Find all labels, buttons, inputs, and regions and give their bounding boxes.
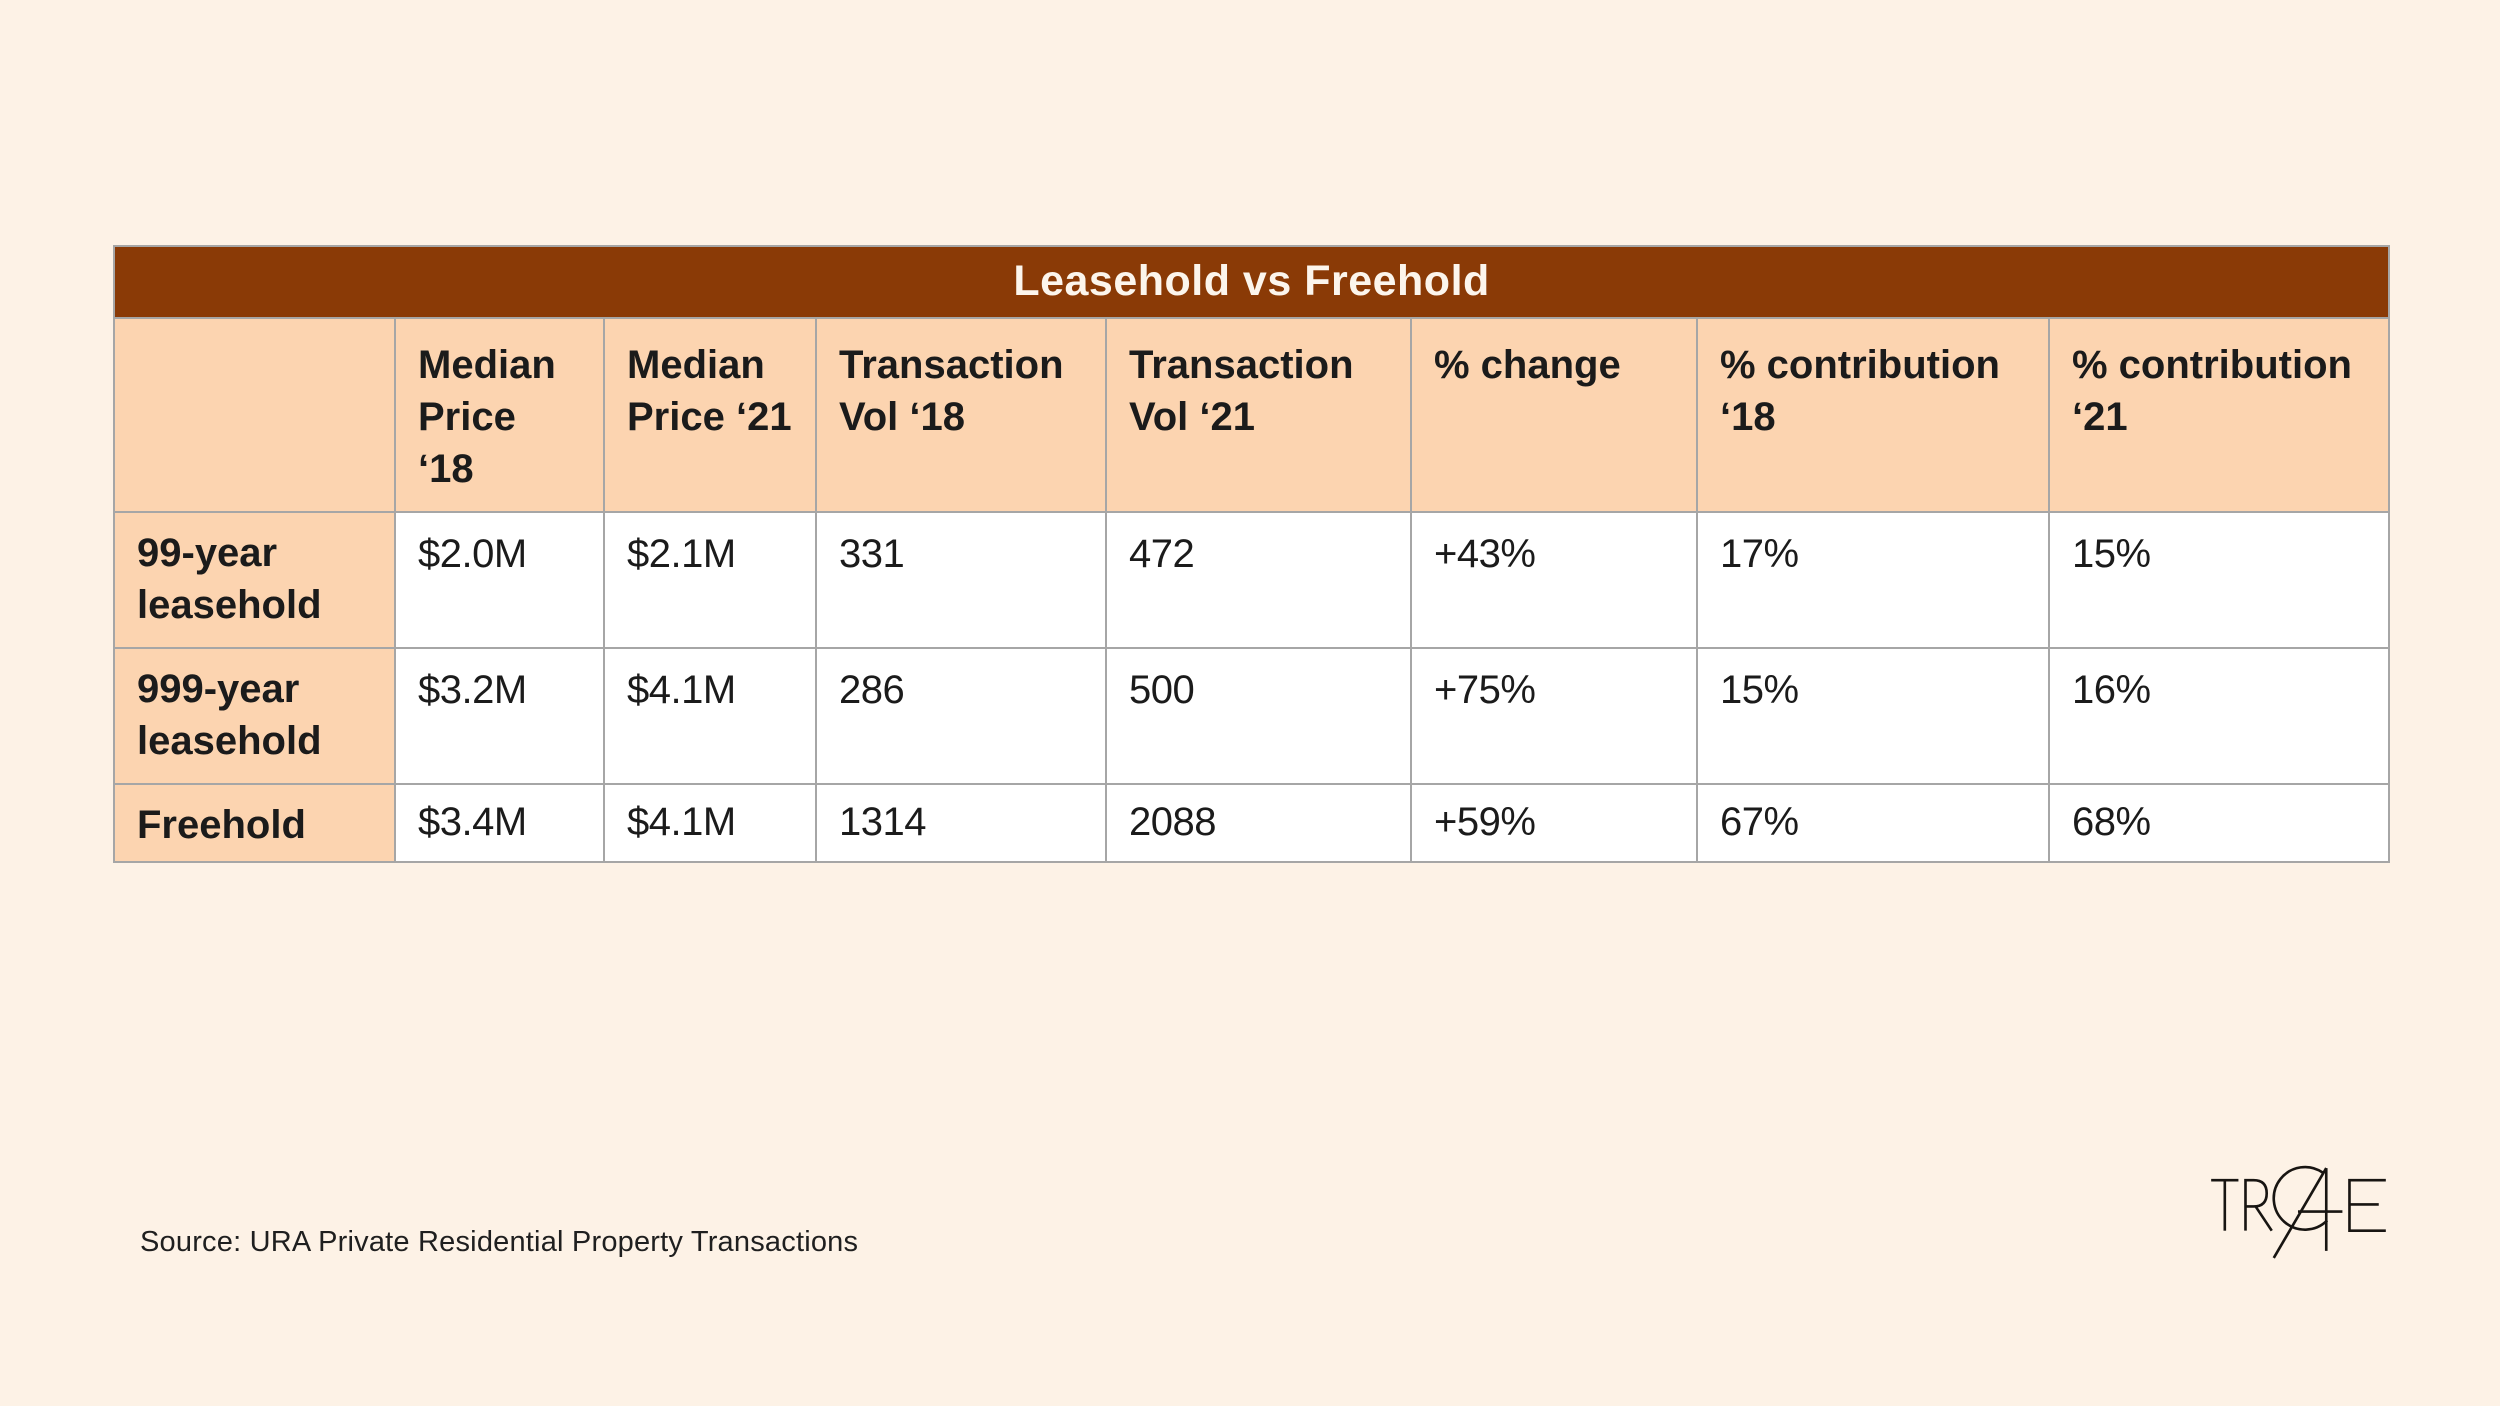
column-header-transaction-vol-18: Transaction Vol ‘18 [815, 317, 1107, 513]
table-row-99-year-leasehold: 99-year leasehold $2.0M $2.1M 331 472 +4… [113, 511, 2391, 649]
table-cell: 67% [1696, 783, 2050, 863]
table-cell: 15% [1696, 647, 2050, 785]
table-header-row: Median Price ‘18 Median Price ‘21 Transa… [113, 317, 2391, 513]
column-header-pct-change: % change [1410, 317, 1698, 513]
table-title-row: Leasehold vs Freehold [112, 245, 2391, 319]
table-cell: 15% [2047, 511, 2391, 649]
table-cell: +75% [1410, 647, 1698, 785]
table-row-freehold: Freehold $3.4M $4.1M 1314 2088 +59% 67% … [113, 783, 2391, 863]
column-header-median-price-21: Median Price ‘21 [603, 317, 817, 513]
table-cell: 17% [1696, 511, 2050, 649]
table-cell: +59% [1410, 783, 1698, 863]
column-header-pct-contribution-21: % contribution ‘21 [2047, 317, 2391, 513]
table-cell: $2.0M [394, 511, 605, 649]
table-cell: 1314 [815, 783, 1107, 863]
trace-logo-icon [2208, 1158, 2390, 1264]
leasehold-vs-freehold-table: Leasehold vs Freehold Median Price ‘18 M… [112, 245, 2391, 863]
source-note: Source: URA Private Residential Property… [140, 1226, 859, 1258]
table-cell: $2.1M [603, 511, 817, 649]
table-cell: +43% [1410, 511, 1698, 649]
column-header-median-price-18: Median Price ‘18 [394, 317, 605, 513]
table-cell: 331 [815, 511, 1107, 649]
table-cell: $3.2M [394, 647, 605, 785]
table-cell: 500 [1105, 647, 1412, 785]
table-cell: 2088 [1105, 783, 1412, 863]
row-label-99-year-leasehold: 99-year leasehold [113, 511, 396, 649]
table-cell: 472 [1105, 511, 1412, 649]
table-cell: $4.1M [603, 783, 817, 863]
table-cell: 286 [815, 647, 1107, 785]
column-header-transaction-vol-21: Transaction Vol ‘21 [1105, 317, 1412, 513]
table-row-999-year-leasehold: 999-year leasehold $3.2M $4.1M 286 500 +… [113, 647, 2391, 785]
table-cell: 68% [2047, 783, 2391, 863]
table-cell: 16% [2047, 647, 2391, 785]
column-header-pct-contribution-18: % contribution ‘18 [1696, 317, 2050, 513]
row-label-999-year-leasehold: 999-year leasehold [113, 647, 396, 785]
column-header-blank [113, 317, 396, 513]
table-cell: $3.4M [394, 783, 605, 863]
row-label-freehold: Freehold [113, 783, 396, 863]
table-title: Leasehold vs Freehold [112, 245, 2391, 319]
table-cell: $4.1M [603, 647, 817, 785]
